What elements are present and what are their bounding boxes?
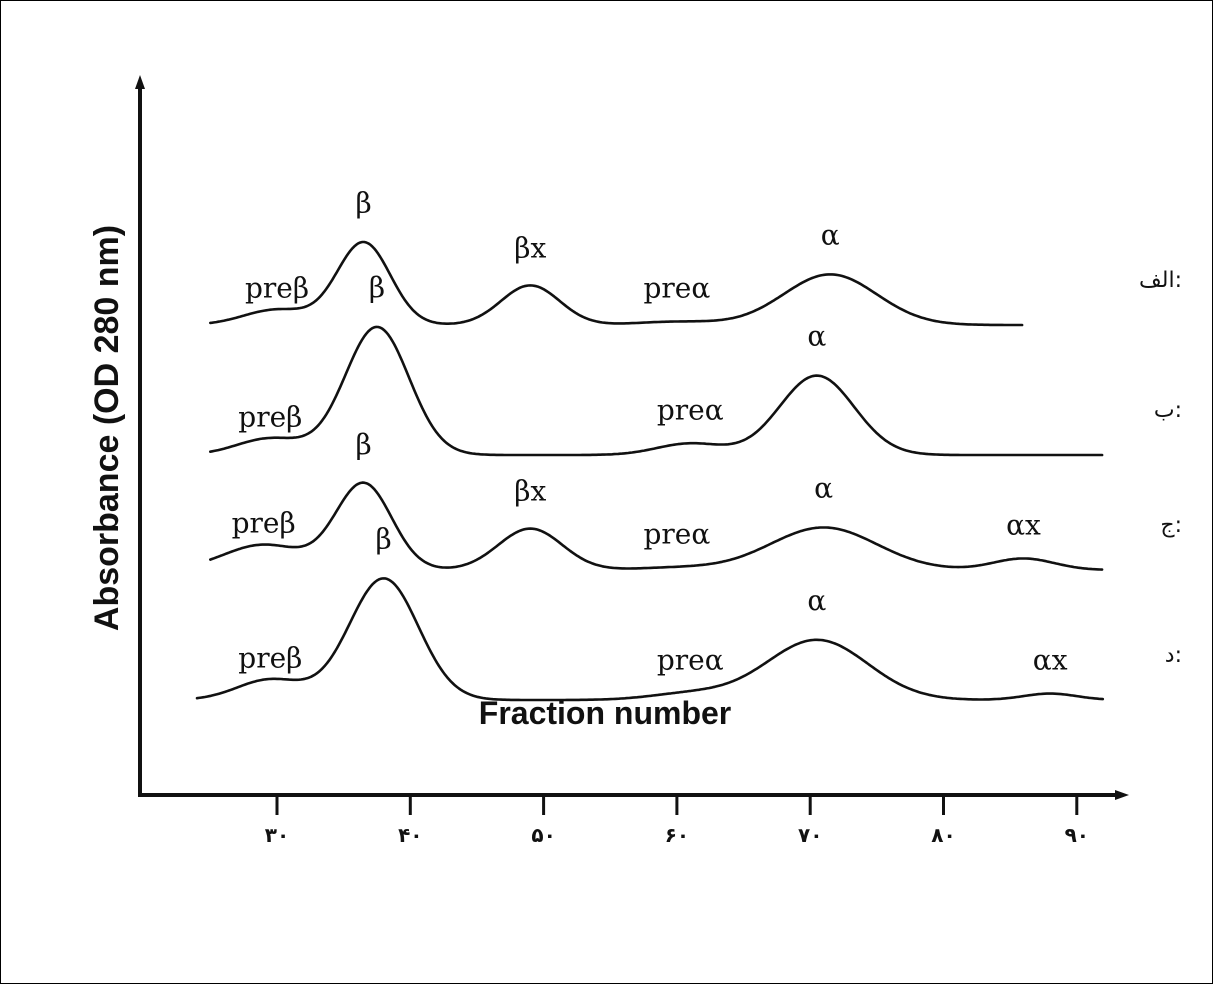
- peak-label: preβ: [238, 642, 302, 675]
- x-tick-label: ۹۰: [1065, 823, 1089, 847]
- trace-3: [209, 481, 1104, 571]
- trace-4: [195, 577, 1105, 702]
- traces: preβ β βx preα α الف: preβ β preα α ب: preβ β βx preα α…: [195, 187, 1182, 702]
- peak-label: β: [369, 271, 385, 304]
- peak-label: preα: [644, 518, 711, 551]
- y-axis-title: Absorbance (OD 280 nm): [88, 225, 126, 631]
- peak-label: β: [356, 187, 372, 220]
- peak-label: αx: [1033, 644, 1068, 677]
- x-tick-label: ۸۰: [931, 823, 955, 847]
- peak-label: α: [814, 471, 833, 504]
- peak-label: preα: [657, 393, 724, 426]
- peak-label: α: [807, 584, 826, 617]
- peak-label: α: [807, 320, 826, 353]
- x-tick-label: ۵۰: [531, 823, 555, 847]
- x-tick-label: ۴۰: [398, 823, 422, 847]
- peak-label: αx: [1006, 509, 1041, 542]
- trace-label: د:: [1165, 643, 1182, 668]
- peak-label: α: [821, 218, 840, 251]
- trace-label: الف:: [1139, 268, 1182, 293]
- peak-label: preβ: [232, 507, 296, 540]
- peak-label: βx: [514, 231, 546, 264]
- trace-1: [209, 240, 1024, 327]
- trace-2: [209, 325, 1104, 457]
- trace-label: ج:: [1160, 513, 1182, 538]
- x-ticks: ۳۰ ۴۰ ۵۰ ۶۰ ۷۰ ۸۰ ۹۰: [265, 795, 1089, 847]
- peak-label: preα: [657, 644, 724, 677]
- x-tick-label: ۷۰: [798, 823, 822, 847]
- peak-label: preα: [644, 272, 711, 305]
- x-tick-label: ۳۰: [265, 823, 289, 847]
- trace-label: ب:: [1154, 398, 1182, 423]
- peak-label: βx: [514, 475, 546, 508]
- peak-label: β: [356, 428, 372, 461]
- peak-label: preβ: [245, 272, 309, 305]
- x-tick-label: ۶۰: [665, 823, 689, 847]
- peak-label: preβ: [238, 400, 302, 433]
- peak-label: β: [376, 522, 392, 555]
